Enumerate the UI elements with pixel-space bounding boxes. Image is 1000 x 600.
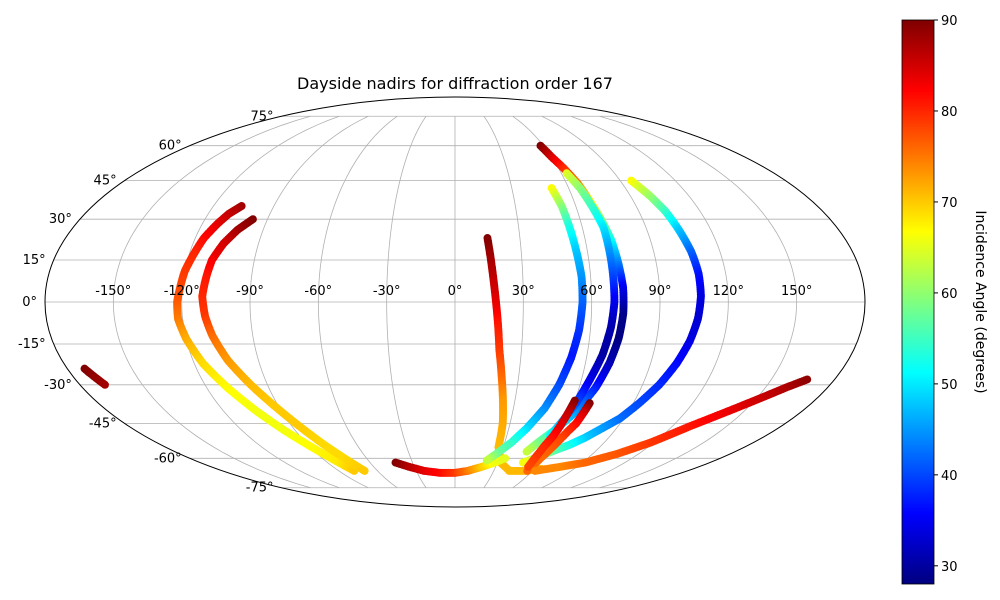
lat-tick-label: -60° <box>154 451 182 466</box>
graticule <box>45 115 865 489</box>
data-point <box>803 375 812 384</box>
lat-tick-label: -45° <box>89 416 117 431</box>
colorbar <box>901 19 935 585</box>
lon-tick-label: 30° <box>512 284 535 299</box>
lon-tick-label: 60° <box>580 284 603 299</box>
lat-tick-label: 60° <box>159 139 182 154</box>
chart-title: Dayside nadirs for diffraction order 167 <box>297 74 613 93</box>
lon-tick-label: 90° <box>648 284 671 299</box>
map-outline <box>44 96 866 508</box>
lat-tick-label: 0° <box>22 295 37 310</box>
colorbar-tick-label: 90 <box>941 14 958 29</box>
lat-tick-label: -30° <box>44 378 72 393</box>
lon-tick-label: 0° <box>448 284 463 299</box>
colorbar-tick-label: 30 <box>941 560 958 575</box>
data-point <box>522 447 531 456</box>
data-point <box>100 380 109 389</box>
lon-tick-label: -60° <box>304 284 332 299</box>
lat-tick-label: 15° <box>23 253 46 268</box>
lon-tick-label: -120° <box>164 284 200 299</box>
colorbar-tick-label: 70 <box>941 196 958 211</box>
colorbar-ticks: 30 40 50 60 70 80 90 <box>934 14 958 575</box>
data-point <box>501 454 510 463</box>
lon-tick-label: 120° <box>713 284 744 299</box>
data-point <box>360 466 369 475</box>
colorbar-tick-label: 40 <box>941 469 958 484</box>
lat-tick-label: 45° <box>94 174 117 189</box>
lon-tick-label: -90° <box>236 284 264 299</box>
data-point <box>482 456 491 465</box>
lon-tick-label: 150° <box>781 284 812 299</box>
colorbar-tick-label: 60 <box>941 287 958 302</box>
colorbar-label: Incidence Angle (degrees) <box>972 210 988 393</box>
lat-tick-label: -15° <box>18 337 46 352</box>
colorbar-tick-label: 50 <box>941 378 958 393</box>
lat-tick-label: -75° <box>246 481 274 496</box>
lat-tick-label: 30° <box>49 212 72 227</box>
data-point <box>524 462 533 471</box>
lat-tick-label: 75° <box>250 109 273 124</box>
longitude-tick-labels: -150° -120° -90° -60° -30° 0° 30° 60° 90° 120° 150… <box>95 284 812 299</box>
data-points <box>80 141 812 477</box>
lon-tick-label: -150° <box>95 284 131 299</box>
latitude-tick-labels: 75° 60° 45° 30° 15° 0° -15° -30° -45° -60° -75° <box>18 109 274 495</box>
colorbar-tick-label: 80 <box>941 105 958 120</box>
lon-tick-label: -30° <box>373 284 401 299</box>
